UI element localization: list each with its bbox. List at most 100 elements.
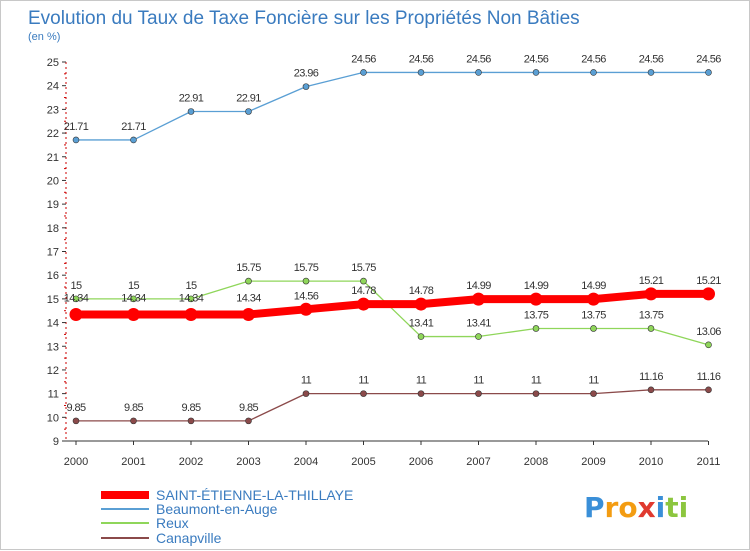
y-tick-label: 19 (47, 199, 59, 211)
data-point (705, 341, 712, 349)
logo-letter: r (605, 491, 619, 524)
data-label: 11.16 (697, 371, 721, 383)
legend: SAINT-ÉTIENNE-LA-THILLAYEBeaumont-en-Aug… (101, 487, 353, 546)
legend-label: Canapville (156, 530, 222, 546)
series-1 (72, 69, 712, 144)
data-label: 14.78 (409, 285, 434, 297)
y-tick-label: 9 (53, 436, 59, 448)
data-label: 14.34 (64, 293, 89, 305)
data-point (532, 390, 540, 397)
data-label: 9.85 (66, 402, 85, 414)
chart-title: Evolution du Taux de Taxe Foncière sur l… (28, 8, 580, 29)
data-point (245, 277, 252, 285)
series-line (76, 71, 709, 141)
data-point (72, 417, 80, 425)
data-label: 11 (473, 375, 484, 387)
data-label: 24.56 (696, 53, 721, 65)
series-2 (72, 277, 712, 349)
data-label: 15.75 (236, 262, 261, 274)
data-point (299, 302, 313, 316)
data-label: 14.56 (294, 290, 319, 302)
data-point (360, 69, 367, 76)
data-point (532, 325, 540, 332)
data-point (702, 287, 715, 301)
data-point (72, 295, 80, 303)
data-point (72, 136, 80, 144)
data-label: 13.41 (466, 318, 491, 330)
data-point (245, 417, 252, 425)
logo-letter: o (618, 491, 637, 524)
data-point (587, 292, 600, 306)
data-label: 22.91 (179, 93, 204, 105)
data-point (644, 287, 658, 301)
y-tick-label: 10 (47, 412, 59, 424)
data-point (529, 292, 543, 306)
axes: 9 10 11 12 13 14 15 16 17 18 19 20 21 22 23 24 25 2000 200… (47, 57, 721, 468)
data-label: 15 (70, 280, 82, 292)
series-line (76, 280, 709, 346)
data-label: 21.71 (121, 121, 146, 133)
data-label: 15 (128, 280, 140, 292)
data-point (184, 308, 198, 322)
data-point (130, 295, 137, 303)
y-tick-label: 23 (47, 104, 59, 116)
data-label: 13.75 (581, 309, 606, 321)
data-label: 24.56 (524, 53, 549, 65)
data-label: 11 (416, 375, 427, 387)
data-point (130, 136, 137, 144)
x-tick-label: 2011 (697, 456, 721, 468)
data-point (357, 297, 370, 311)
data-label: 13.41 (409, 318, 434, 330)
data-label: 13.06 (696, 326, 721, 338)
data-label: 15.75 (351, 262, 376, 274)
data-label: 24.56 (581, 53, 606, 65)
data-label: 14.34 (121, 293, 146, 305)
data-label: 15 (185, 280, 197, 292)
data-label: 14.78 (351, 285, 376, 297)
data-labels-layer: 14.34 14.34 14.34 14.34 14.56 14.78 14.78 14.99… (64, 53, 722, 413)
proxiti-logo: Proxiti (584, 491, 688, 524)
data-label: 11 (531, 375, 542, 387)
data-point (130, 417, 137, 425)
logo-letter: i (679, 491, 689, 524)
data-point (417, 333, 425, 340)
data-point (647, 69, 655, 76)
data-point (417, 390, 425, 397)
y-tick-label: 20 (47, 175, 59, 187)
data-label: 9.85 (239, 402, 258, 414)
data-label: 11 (358, 375, 369, 387)
data-label: 24.56 (639, 53, 664, 65)
x-tick-label: 2005 (351, 456, 375, 468)
x-tick-label: 2003 (236, 456, 260, 468)
series-0 (69, 287, 715, 322)
data-label: 15.75 (294, 262, 319, 274)
data-label: 14.34 (179, 293, 204, 305)
data-label: 14.99 (524, 280, 549, 292)
x-tick-label: 2009 (581, 456, 605, 468)
y-tick-label: 16 (47, 270, 59, 282)
data-point (705, 386, 712, 394)
data-point (472, 292, 485, 306)
legend-label: Reux (156, 515, 189, 531)
data-label: 14.99 (581, 280, 606, 292)
data-point (647, 386, 655, 394)
y-tick-label: 21 (47, 152, 59, 164)
logo-letter: x (638, 491, 656, 524)
data-point (647, 325, 655, 332)
data-point (475, 333, 482, 340)
data-label: 21.71 (64, 121, 89, 133)
data-point (69, 308, 83, 322)
data-point (187, 417, 195, 425)
data-label: 9.85 (181, 402, 200, 414)
y-tick-label: 25 (47, 57, 59, 69)
y-tick-label: 13 (47, 341, 59, 353)
y-axis-unit: (en %) (28, 31, 60, 43)
data-label: 14.34 (236, 293, 261, 305)
y-tick-label: 24 (47, 81, 59, 93)
data-point (127, 308, 140, 322)
legend-label: Beaumont-en-Auge (156, 501, 278, 517)
data-label: 23.96 (294, 68, 319, 80)
data-point (475, 69, 482, 76)
x-tick-label: 2002 (179, 456, 203, 468)
